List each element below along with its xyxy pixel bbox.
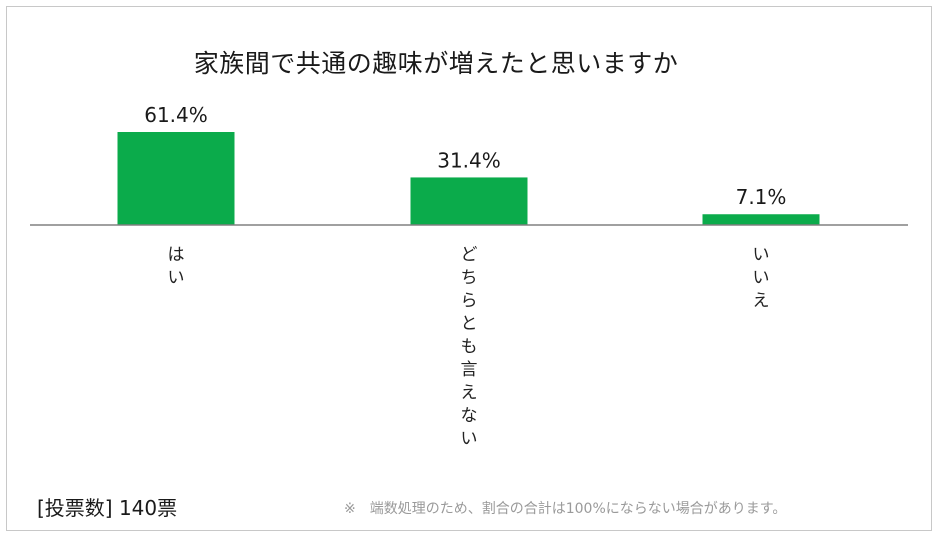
chart-frame [6, 6, 932, 531]
vote-count: [投票数] 140票 [37, 496, 178, 520]
rounding-footnote: ※ 端数処理のため、割合の合計は100%にならない場合があります。 [344, 501, 787, 517]
category-label-2: どちらとも言えない [460, 245, 478, 449]
category-label-3: いいえ [752, 245, 770, 311]
bar-3 [702, 214, 820, 225]
bar-value-label-2: 31.4% [437, 148, 501, 172]
category-label-1: はい [167, 245, 185, 288]
bar-value-label-1: 61.4% [144, 103, 208, 127]
bar-1 [117, 132, 235, 225]
chart-title: 家族間で共通の趣味が増えたと思いますか [193, 49, 679, 78]
bar-2 [410, 177, 528, 225]
bar-value-label-3: 7.1% [736, 185, 787, 209]
